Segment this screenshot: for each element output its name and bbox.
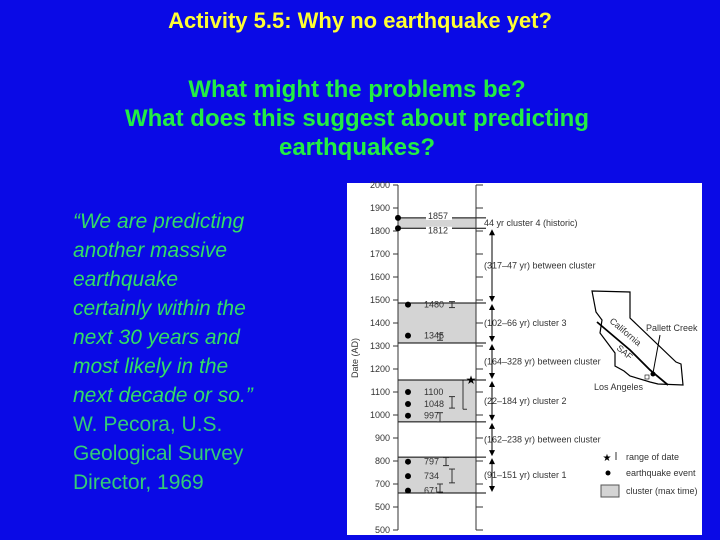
interval-label: (102–66 yr) cluster 3 bbox=[484, 318, 567, 328]
earthquake-event-dot bbox=[405, 458, 411, 465]
event-label: 1480 bbox=[424, 300, 444, 310]
map-city-label: Los Angeles bbox=[594, 382, 644, 392]
interval-label: (162–238 yr) between cluster bbox=[484, 434, 601, 444]
y-tick-label: 1600 bbox=[370, 272, 390, 282]
y-tick-label: 1200 bbox=[370, 364, 390, 374]
arrow-down-icon bbox=[489, 336, 495, 343]
earthquake-event-dot bbox=[405, 400, 411, 407]
event-label: 1812 bbox=[428, 226, 448, 236]
quote: “We are predicting another massive earth… bbox=[73, 207, 343, 410]
earthquake-event-dot bbox=[405, 473, 411, 480]
attribution-line: Geological Survey bbox=[73, 442, 244, 465]
earthquake-event-dot bbox=[395, 225, 401, 232]
earthquake-event-dot bbox=[405, 301, 411, 308]
star-icon: ★ bbox=[603, 453, 612, 464]
question-line: What might the problems be? bbox=[188, 76, 526, 103]
quote-line: next decade or so.” bbox=[73, 384, 253, 407]
quote-line: “We are predicting bbox=[73, 210, 245, 233]
site-pointer bbox=[652, 334, 661, 374]
arrow-down-icon bbox=[489, 485, 495, 492]
event-label: 1345 bbox=[424, 331, 444, 341]
event-label-bg bbox=[426, 226, 452, 235]
question-line: What does this suggest about predicting bbox=[124, 105, 589, 132]
interval-label: (317–47 yr) between cluster bbox=[484, 261, 596, 271]
arrow-up-icon bbox=[489, 422, 495, 429]
y-tick-label: 1100 bbox=[371, 387, 390, 397]
y-tick-label: 1300 bbox=[370, 341, 390, 351]
cluster-band bbox=[398, 217, 476, 229]
y-tick-label: 1400 bbox=[370, 318, 390, 328]
event-label-bg bbox=[426, 211, 452, 220]
y-tick-label: 2000 bbox=[370, 180, 390, 190]
legend-label: cluster (max time) bbox=[626, 486, 698, 496]
y-tick-label: 900 bbox=[375, 433, 390, 443]
interval-label: (22–184 yr) cluster 2 bbox=[484, 396, 567, 406]
arrow-down-icon bbox=[489, 373, 495, 380]
slide-title: Activity 5.5: Why no earthquake yet? bbox=[168, 8, 552, 33]
arrow-up-icon bbox=[489, 303, 495, 310]
map-site-label: Pallett Creek bbox=[646, 323, 698, 333]
y-axis-label: Date (AD) bbox=[350, 338, 360, 378]
event-label: 734 bbox=[424, 471, 439, 481]
discussion-questions: What might the problems be? What does th… bbox=[0, 75, 714, 162]
arrow-down-icon bbox=[489, 450, 495, 457]
event-label: 1048 bbox=[424, 399, 444, 409]
quote-attribution: W. Pecora, U.S. Geological Survey Direct… bbox=[73, 410, 343, 497]
quote-line: most likely in the bbox=[73, 355, 229, 378]
interval-label: (164–328 yr) between cluster bbox=[484, 357, 601, 367]
event-label: 797 bbox=[424, 457, 439, 467]
cluster-legend-icon bbox=[600, 484, 620, 498]
earthquake-event-dot bbox=[405, 332, 411, 339]
event-label: 671 bbox=[424, 486, 439, 496]
arrow-up-icon bbox=[489, 381, 495, 388]
star-icon: ★ bbox=[466, 373, 477, 387]
earthquake-event-dot bbox=[405, 412, 411, 419]
legend-label: earthquake event bbox=[626, 468, 696, 478]
y-tick-label: 800 bbox=[375, 456, 390, 466]
attribution-line: Director, 1969 bbox=[73, 471, 204, 494]
y-tick-label: 1700 bbox=[370, 249, 390, 259]
question-line: earthquakes? bbox=[278, 134, 436, 161]
legend-label: range of date bbox=[626, 452, 679, 462]
interval-label: 44 yr cluster 4 (historic) bbox=[484, 218, 578, 228]
attribution-line: W. Pecora, U.S. bbox=[73, 413, 223, 436]
arrow-up-icon bbox=[489, 458, 495, 465]
event-label: 1100 bbox=[424, 387, 443, 397]
y-tick-label: 500 bbox=[375, 525, 390, 535]
earthquake-event-dot bbox=[395, 214, 401, 221]
cluster-band bbox=[398, 457, 476, 493]
quote-line: another massive bbox=[73, 239, 228, 262]
event-legend-icon bbox=[605, 470, 611, 476]
y-tick-label: 1500 bbox=[370, 295, 390, 305]
y-tick-label: 1900 bbox=[370, 203, 390, 213]
arrow-down-icon bbox=[489, 414, 495, 421]
earthquake-event-dot bbox=[405, 389, 411, 395]
earthquake-event-dot bbox=[405, 487, 411, 494]
cluster-band bbox=[398, 302, 476, 344]
event-label: 1857 bbox=[428, 211, 448, 221]
quote-line: earthquake bbox=[73, 268, 179, 291]
pallett-creek-marker bbox=[650, 371, 656, 377]
interval-label: (91–151 yr) cluster 1 bbox=[484, 470, 567, 480]
quote-line: certainly within the bbox=[73, 297, 246, 320]
arrow-up-icon bbox=[489, 229, 495, 236]
y-tick-label: 1000 bbox=[370, 410, 390, 420]
arrow-up-icon bbox=[489, 344, 495, 351]
quote-line: next 30 years and bbox=[73, 326, 240, 349]
san-andreas-fault bbox=[596, 321, 669, 386]
y-tick-label: 700 bbox=[375, 479, 390, 489]
arrow-down-icon bbox=[489, 295, 495, 302]
los-angeles-marker bbox=[644, 374, 650, 380]
y-tick-label: 500 bbox=[375, 502, 390, 512]
event-label: 997 bbox=[424, 411, 439, 421]
y-tick-label: 1800 bbox=[370, 226, 390, 236]
